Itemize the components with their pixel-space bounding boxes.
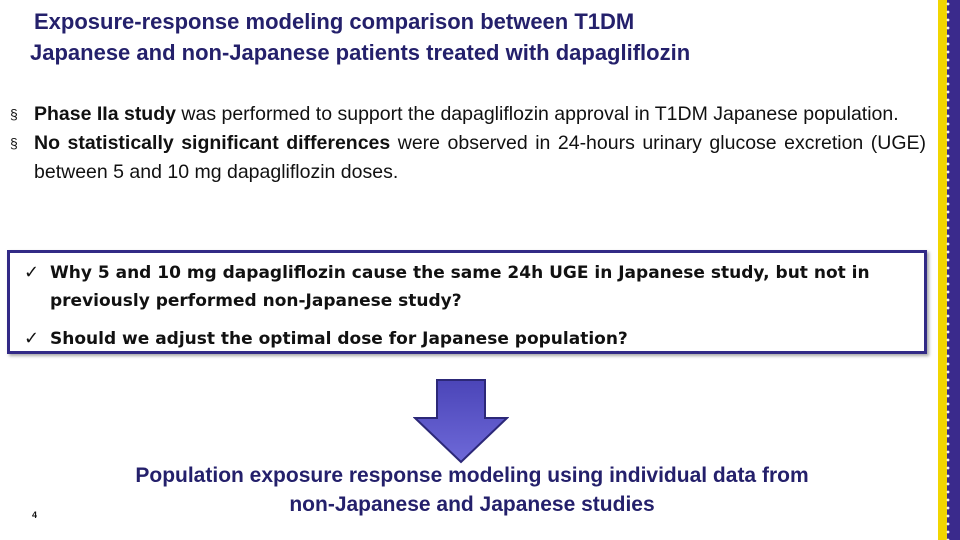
bullet-1-text: was performed to support the dapaglifloz…: [175, 103, 899, 125]
bullet-2-text: were observed in 24-hours urinary glucos…: [34, 132, 926, 183]
decorative-side-bar-dots: [944, 0, 952, 540]
check-icon: ✓: [24, 262, 40, 283]
title-line-2: Japanese and non-Japanese patients treat…: [30, 40, 691, 65]
decorative-side-bar-yellow: [938, 0, 947, 540]
bullet-list: § Phase IIa study was performed to suppo…: [6, 100, 926, 187]
slide-title: Exposure-response modeling comparison be…: [30, 6, 910, 68]
question-item: ✓ Why 5 and 10 mg dapagliflozin cause th…: [24, 259, 914, 315]
conclusion-text: Population exposure response modeling us…: [80, 461, 864, 519]
question-2-text: Should we adjust the optimal dose for Ja…: [50, 329, 628, 349]
questions-box: ✓ Why 5 and 10 mg dapagliflozin cause th…: [7, 250, 927, 354]
page-number: 4: [32, 510, 38, 520]
square-bullet-icon: §: [10, 106, 18, 122]
bullet-item: § Phase IIa study was performed to suppo…: [6, 100, 926, 129]
check-icon: ✓: [24, 328, 40, 349]
question-item: ✓ Should we adjust the optimal dose for …: [24, 325, 914, 353]
title-line-1: Exposure-response modeling comparison be…: [34, 9, 635, 34]
bullet-1-bold: Phase IIa study: [34, 103, 176, 125]
down-arrow-icon: [413, 379, 509, 464]
question-1-text: Why 5 and 10 mg dapagliflozin cause the …: [50, 263, 870, 311]
square-bullet-icon: §: [10, 135, 18, 151]
bullet-item: § No statistically significant differenc…: [6, 129, 926, 187]
bullet-2-bold: No statistically significant differences: [34, 132, 391, 154]
conclusion-line-1: Population exposure response modeling us…: [135, 464, 809, 487]
conclusion-line-2: non-Japanese and Japanese studies: [289, 493, 655, 516]
